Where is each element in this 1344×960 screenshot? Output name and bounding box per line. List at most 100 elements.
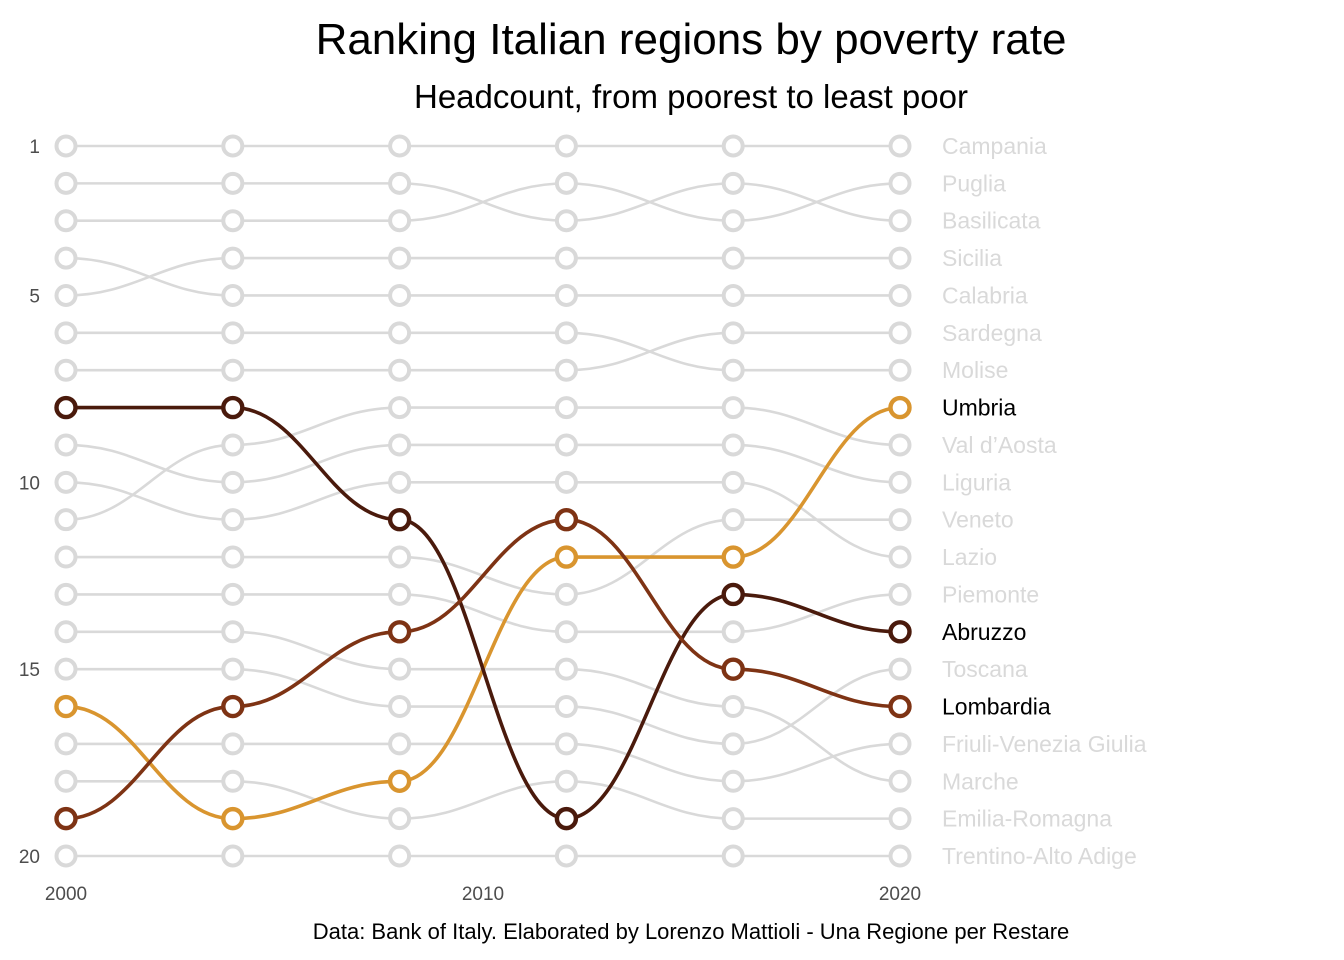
series-line [65,331,900,372]
series-point [54,508,78,532]
series-point [554,620,578,644]
series-point [888,807,912,831]
series-line [65,405,901,821]
series-point [54,246,78,270]
series-line [66,331,900,372]
series-point [721,769,745,793]
series-point [721,582,745,607]
series-point [888,582,912,606]
series-line [65,182,901,223]
series-point [387,620,412,644]
series-point [554,732,578,756]
series-point [54,732,78,756]
series-line [65,406,901,521]
series-label: Val d’Aosta [942,432,1057,458]
series-line [65,256,900,297]
series-point [388,171,412,195]
series-point [888,395,912,420]
series-point [888,321,912,345]
series-point [221,134,245,158]
series-point [54,209,78,233]
series-point [888,732,912,756]
series-label: Lombardia [942,694,1051,720]
series-point [221,769,245,793]
y-tick-label: 1 [29,137,40,158]
series-point [388,209,412,233]
series-point [554,806,579,831]
series-label: Campania [942,133,1047,159]
chart-subtitle: Headcount, from poorest to least poor [414,78,968,115]
chart-title: Ranking Italian regions by poverty rate [316,15,1067,64]
series-point [721,321,745,345]
series-point [721,807,745,831]
series-point [54,806,78,831]
series-label: Sicilia [942,245,1002,271]
series-point [54,694,78,719]
series-line [65,667,901,746]
series-point [721,508,745,532]
series-point [54,470,78,494]
series-point [721,433,745,457]
series-point [721,695,745,719]
series-point [554,134,578,158]
series-point [721,171,745,195]
series-point [888,134,912,158]
series-point [388,283,412,307]
series-point [387,769,412,793]
series-label: Liguria [942,469,1011,495]
series-point [221,321,245,345]
series-point [888,209,912,233]
series-point [221,209,245,233]
chart-caption: Data: Bank of Italy. Elaborated by Loren… [313,919,1070,944]
series-point [721,470,745,494]
series-point [221,246,245,270]
series-label: Lazio [942,544,997,570]
series-label: Calabria [942,282,1028,308]
series-point [888,358,912,382]
series-labels: Campania Basilicata Puglia Sicilia Calabria M… [942,133,1147,869]
series-point [888,769,912,793]
series-point [221,582,245,606]
series-point [388,695,412,719]
series-line [65,256,900,297]
series-label: Friuli-Venezia Giulia [942,731,1147,757]
series-point [221,470,245,494]
series-point [388,134,412,158]
series-point [388,246,412,270]
series-label: Sardegna [942,320,1042,346]
series-point [221,657,245,681]
series-points [54,134,912,868]
series-point [54,657,78,681]
series-point [554,657,578,681]
series-point [888,657,912,681]
series-point [54,171,78,195]
series-line [66,630,901,783]
series-point [888,620,912,644]
series-point [388,844,412,868]
series-label: Veneto [942,507,1014,533]
series-point [388,657,412,681]
series-point [721,396,745,420]
series-point [221,395,245,420]
series-line [66,182,901,223]
series-point [388,321,412,345]
series-point [888,171,912,195]
series-point [888,246,912,270]
series-point [54,582,78,606]
series-point [54,395,78,420]
series-point [54,134,78,158]
series-point [221,844,245,868]
series-line [65,481,901,559]
series-point [888,508,912,532]
series-point [54,844,78,868]
series-point [388,545,412,569]
series-point [721,545,745,569]
series-point [554,695,578,719]
series-point [221,508,245,532]
series-point [554,433,578,457]
series-point [888,694,912,719]
series-label: Marche [942,768,1019,794]
